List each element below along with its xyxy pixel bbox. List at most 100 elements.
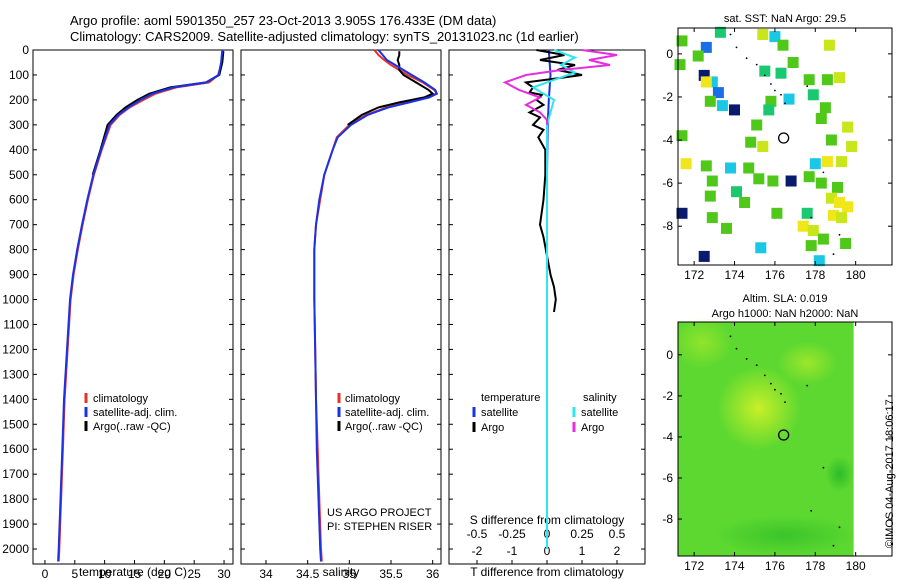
coastline-dot — [806, 85, 809, 88]
series-line-satellite — [313, 49, 439, 562]
coastline-dot — [838, 233, 841, 236]
legend-label: Argo — [581, 422, 604, 434]
sst-cell — [700, 41, 712, 53]
y-tick-label: 500 — [9, 168, 29, 182]
sst-cell — [692, 50, 704, 62]
lat-tick-label: -6 — [662, 471, 673, 485]
series-line-t-argo — [523, 49, 583, 313]
sst-cell — [819, 102, 831, 114]
series-line-climatology — [57, 49, 224, 562]
sla-high-anomaly — [672, 316, 733, 369]
coastline-dot — [735, 347, 738, 350]
coastline-dot — [735, 46, 738, 49]
coastline-dot — [822, 171, 825, 174]
sst-cell — [832, 181, 843, 193]
legend-title-salinity: salinity — [583, 392, 617, 404]
sst-cell — [775, 67, 787, 79]
sst-cell — [823, 39, 835, 51]
sst-cell — [834, 197, 845, 208]
lon-tick-label: 178 — [805, 268, 825, 282]
legend-label: satellite-adj. clim. — [93, 407, 177, 419]
sst-cell — [745, 136, 757, 148]
sla-low-anomaly — [825, 455, 854, 492]
sst-cell — [807, 89, 819, 101]
sst-cell — [759, 65, 771, 77]
y-tick-label: 2000 — [2, 542, 29, 556]
coastline-dot — [780, 93, 782, 96]
temperature-panel: 0100200300400500600700800900100011001200… — [2, 43, 234, 580]
y-tick-label: 900 — [9, 268, 29, 282]
x-tick-label-t: 2 — [614, 544, 621, 558]
legend-title-temperature: temperature — [481, 392, 540, 404]
lat-tick-label: -4 — [662, 133, 673, 147]
sst-cell — [706, 76, 718, 88]
x-tick-label: 15 — [128, 567, 142, 580]
sst-cell — [813, 255, 825, 267]
coastline-dot — [745, 358, 748, 360]
sst-cell — [836, 156, 847, 168]
sst-cell — [809, 158, 821, 170]
lon-tick-label: 180 — [846, 559, 866, 573]
x-tick-label-t: 0 — [544, 544, 551, 558]
t-axis-label: T difference from climatology — [470, 565, 624, 579]
x-tick-label: 35.5 — [379, 567, 403, 580]
imos-timestamp: ©IMOS 04-Aug-2017 18:06:17 — [884, 399, 896, 548]
sst-cell — [767, 175, 779, 187]
sst-cell — [805, 240, 817, 252]
coastline-dot — [763, 74, 766, 77]
y-tick-label: 0 — [22, 43, 29, 57]
x-tick-label: 0 — [42, 567, 49, 580]
x-tick-label: 20 — [158, 567, 172, 580]
x-axis-label: salinity — [323, 565, 360, 579]
sst-cell — [840, 238, 852, 249]
coastline-dot — [780, 392, 782, 395]
y-tick-label: 1400 — [2, 392, 29, 406]
project-annotation: US ARGO PROJECT — [327, 507, 432, 519]
sst-cell — [676, 35, 688, 47]
sst-cell — [698, 69, 710, 81]
coastline-dot — [822, 466, 825, 469]
sst-map-panel: sat. SST: NaN Argo: 29.5 172 174 176 178 180 0… — [662, 13, 893, 282]
coastline-dot — [745, 57, 748, 60]
sst-cell — [801, 207, 813, 219]
coastline-dot — [770, 382, 772, 385]
lon-tick-label: 174 — [725, 559, 745, 573]
sst-cell — [821, 74, 833, 86]
lat-tick-label: -2 — [662, 389, 673, 403]
difference-panel: -2 -1 0 1 2-0.5 -0.25 0 0.25 0.5S difference fro… — [448, 49, 646, 579]
sst-cell — [714, 26, 726, 38]
legend-label: satellite-adj. clim. — [345, 407, 429, 419]
legend-label: climatology — [93, 393, 149, 405]
x-tick-label-t: -2 — [472, 544, 483, 558]
lat-tick-label: -2 — [662, 90, 673, 104]
x-tick-label-t: 1 — [579, 544, 586, 558]
sst-cell — [680, 158, 692, 170]
x-tick-label: 35 — [343, 567, 357, 580]
lat-tick-label: -8 — [662, 219, 673, 233]
sst-cell — [765, 95, 777, 107]
legend-label: Argo — [481, 422, 504, 434]
x-tick-label: 36 — [426, 567, 440, 580]
y-tick-label: 200 — [9, 93, 29, 107]
sst-cell — [763, 104, 775, 116]
lat-tick-label: -6 — [662, 176, 673, 190]
map-frame — [677, 321, 893, 557]
salinity-panel: 34 34.5 35 35.5 36 salinity climatology satelli… — [240, 49, 442, 580]
sst-cell — [731, 186, 742, 198]
coastline-dot — [774, 388, 776, 391]
series-line-satellite — [57, 49, 224, 562]
series-line-argo — [347, 51, 435, 126]
lon-tick-label: 172 — [684, 559, 704, 573]
lon-tick-label: 172 — [684, 268, 704, 282]
sst-map-title: sat. SST: NaN Argo: 29.5 — [724, 13, 846, 25]
sst-cell — [676, 130, 688, 142]
coastline-dot — [806, 384, 809, 387]
x-tick-label-s: -0.5 — [467, 527, 488, 541]
sst-cell — [698, 250, 710, 262]
sst-cell — [704, 190, 716, 202]
legend-label: Argo(..raw -QC) — [93, 421, 171, 433]
sla-high-anomaly — [716, 366, 801, 451]
sst-cell — [797, 220, 809, 232]
sst-cell — [785, 175, 797, 187]
